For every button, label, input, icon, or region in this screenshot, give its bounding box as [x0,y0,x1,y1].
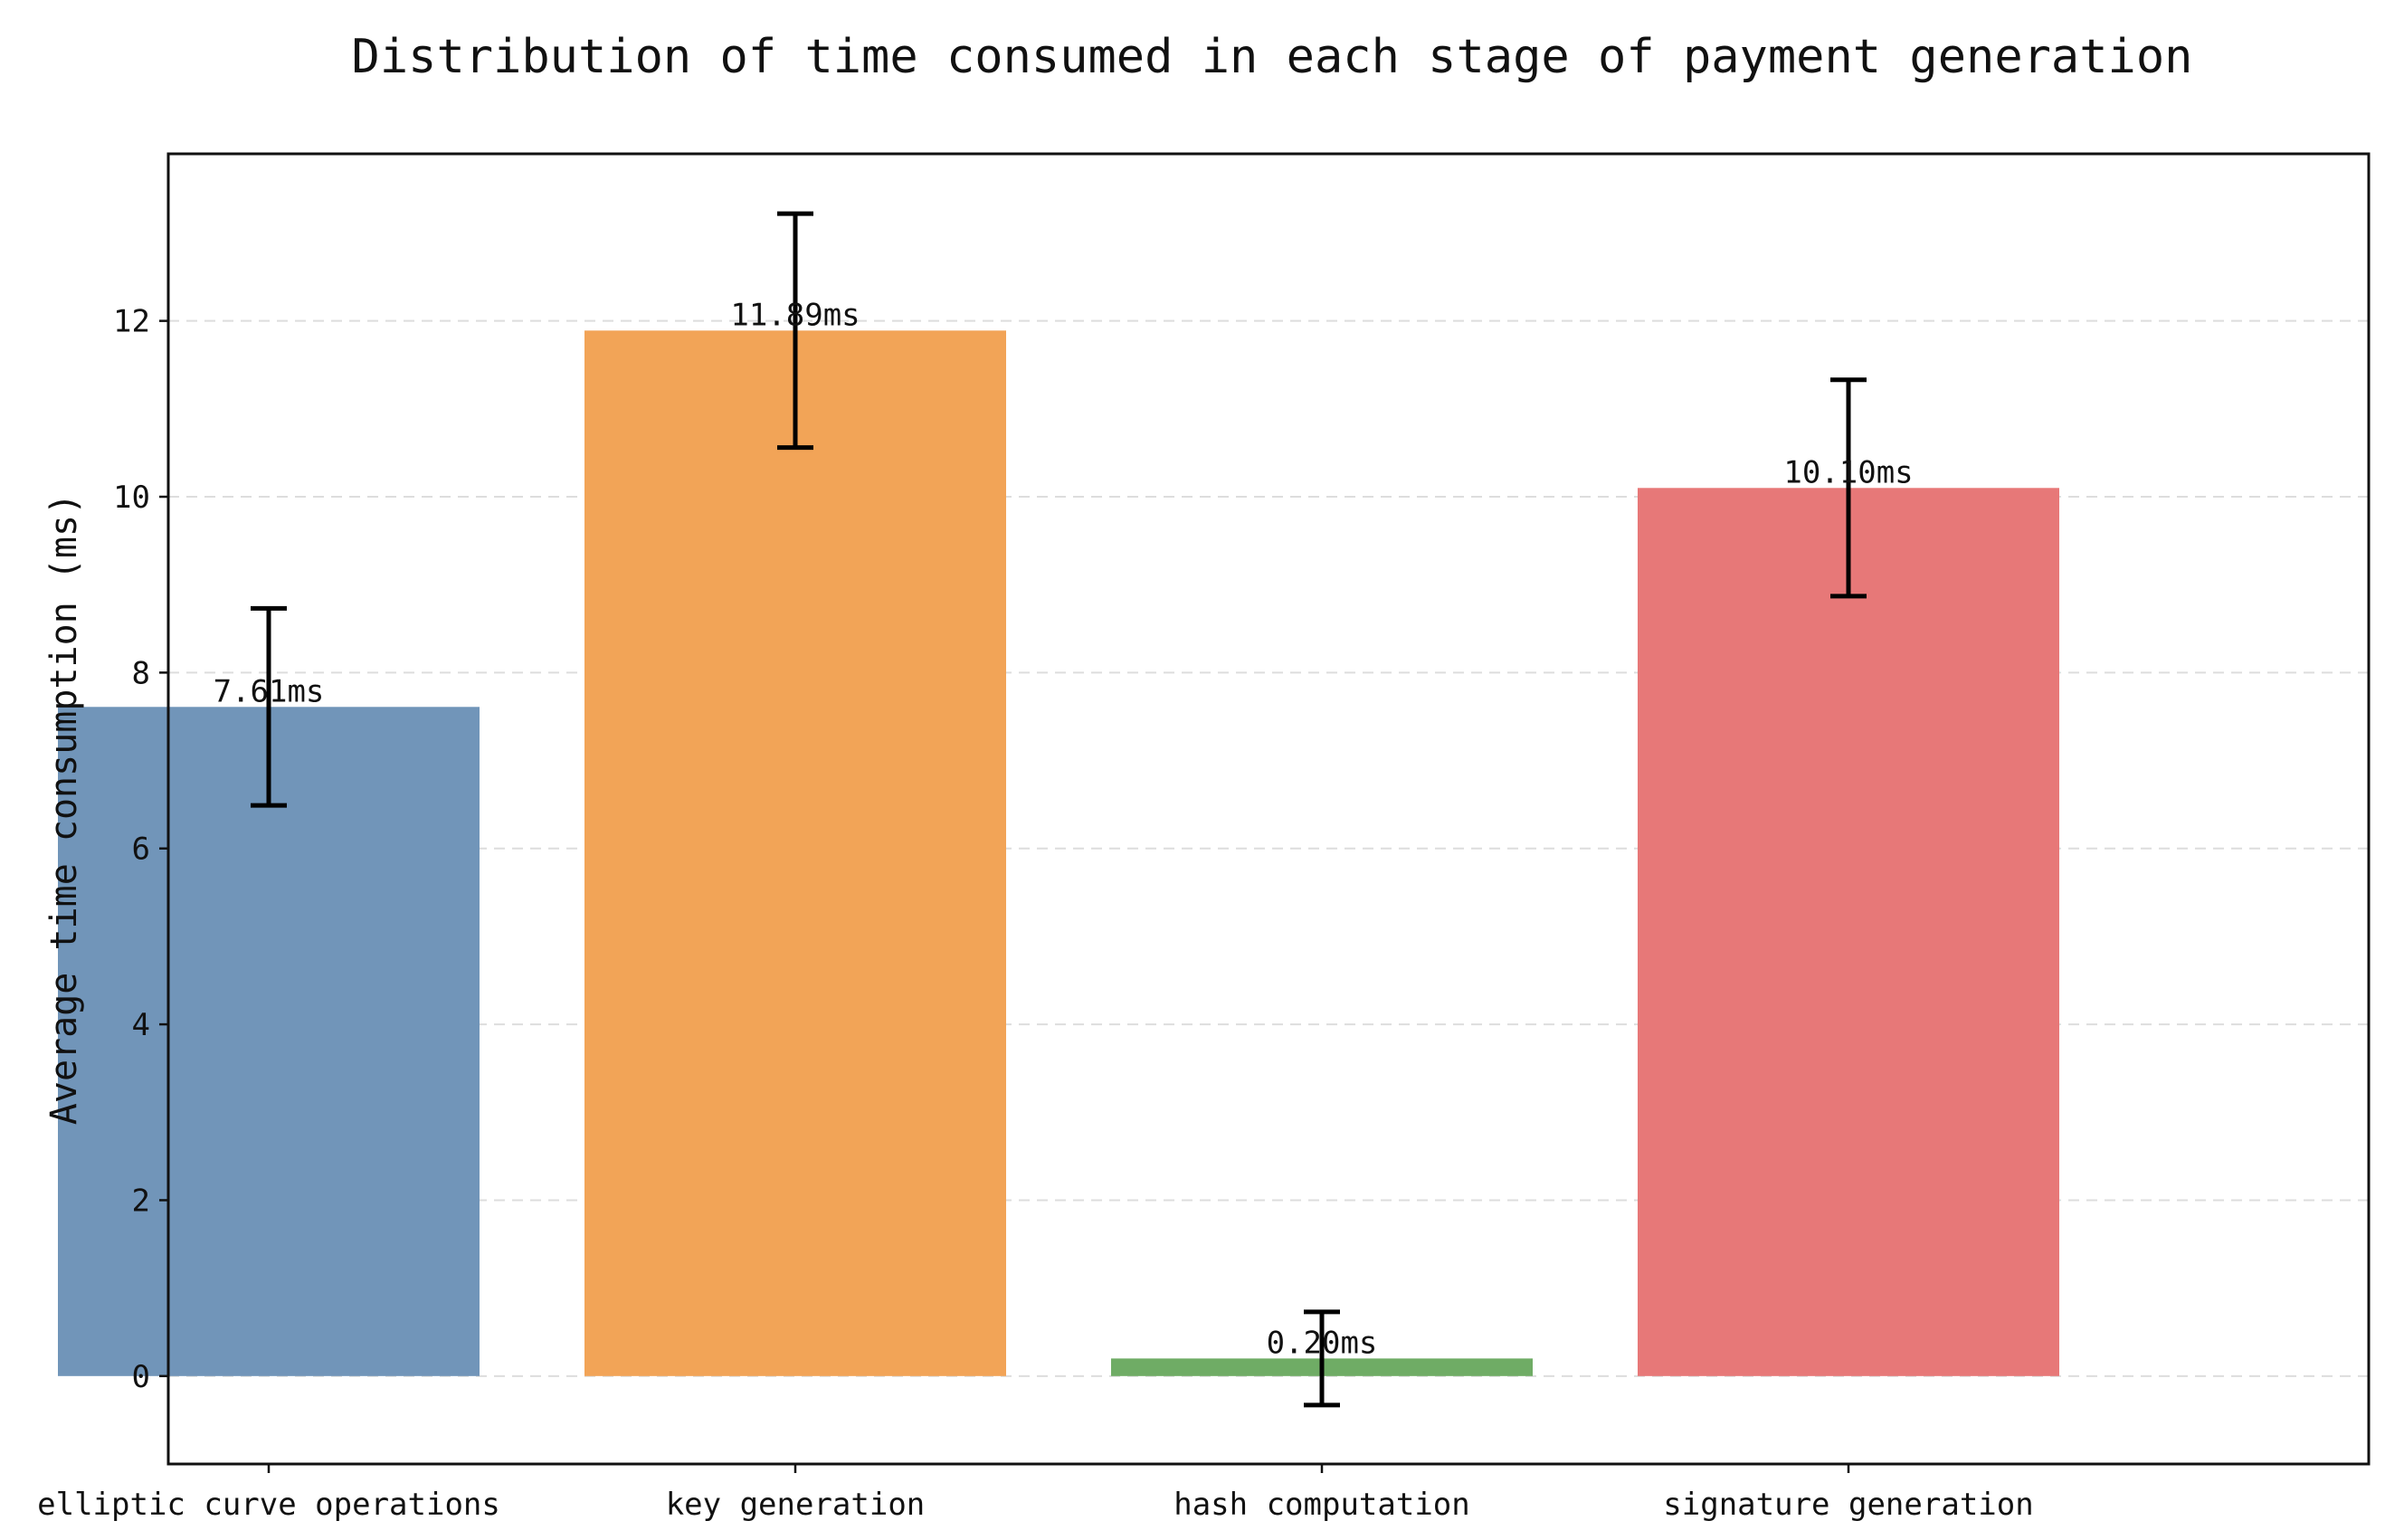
data-label: 10.10ms [1783,454,1913,490]
y-tick-label: 0 [132,1359,150,1395]
y-tick-label: 6 [132,832,150,868]
data-label: 11.89ms [730,297,860,333]
plot-frame [166,152,2371,1466]
x-tick-label: hash computation [1173,1487,1470,1523]
chart-title: Distribution of time consumed in each st… [352,30,2193,84]
x-tick-label: elliptic curve operations [37,1487,500,1523]
y-axis-ticks: 0 2 4 6 8 10 12 [113,304,168,1395]
y-tick-label: 4 [132,1007,150,1043]
x-tick-label: signature generation [1663,1487,2033,1523]
x-tick-label: key generation [666,1487,926,1523]
error-bars [251,211,1867,1408]
y-tick-label: 8 [132,655,150,691]
x-axis-ticks: elliptic curve operations key generation h… [37,1464,2034,1523]
bar [1638,488,2059,1376]
data-label: 0.20ms [1267,1325,1378,1361]
data-labels: 7.61ms 11.89ms 0.20ms 10.10ms [214,297,1914,1361]
y-axis-label: Average time consumption (ms) [43,493,85,1125]
data-label: 7.61ms [214,673,325,709]
y-tick-label: 2 [132,1183,150,1219]
y-tick-label: 12 [113,304,150,340]
y-tick-label: 10 [113,480,150,516]
bar [58,707,480,1376]
bar [584,330,1006,1376]
bars [58,330,2059,1376]
